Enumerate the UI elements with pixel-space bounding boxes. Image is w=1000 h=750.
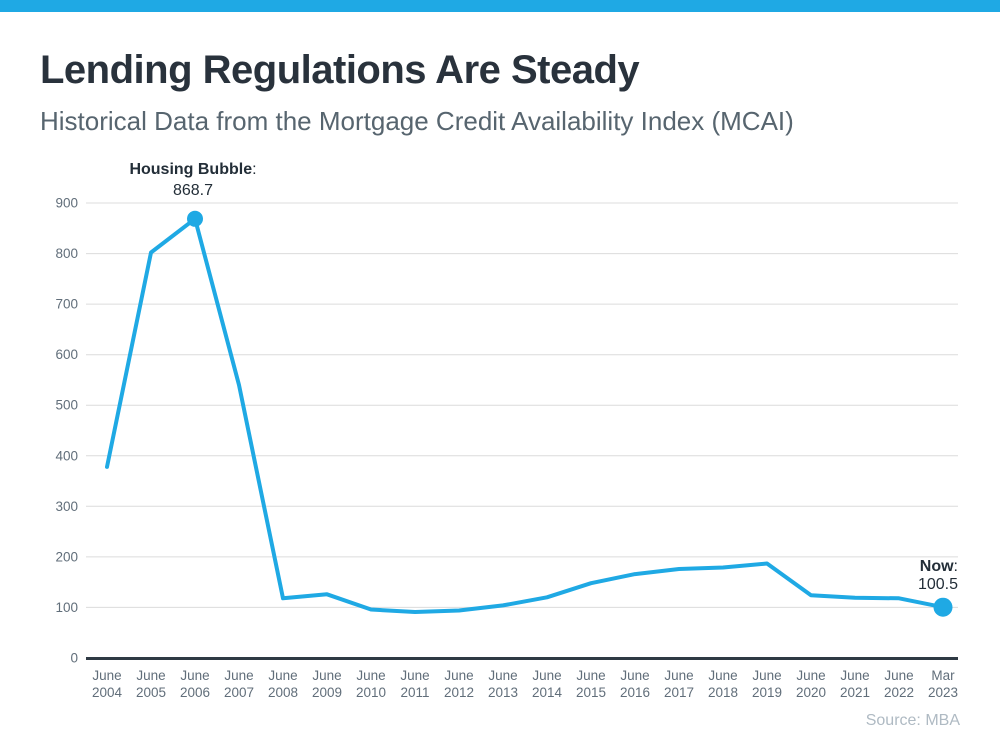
now-annotation: Now: 100.5 — [918, 558, 958, 594]
y-tick-label-0: 0 — [70, 651, 78, 666]
source-attribution: Source: MBA — [865, 712, 960, 729]
now-annotation-value: 100.5 — [917, 576, 958, 593]
peak-annotation-label: Housing Bubble — [129, 161, 253, 178]
x-tick-label-2019: June 2019 — [752, 668, 782, 700]
x-tick-label-2017: June 2017 — [664, 668, 694, 700]
x-tick-label-2008: June 2008 — [268, 668, 298, 700]
peak-annotation-title: Housing Bubble: — [129, 161, 257, 178]
peak-annotation: Housing Bubble: 868.7 — [88, 159, 298, 201]
data-point-marker — [187, 210, 203, 227]
y-tick-label-300: 300 — [55, 499, 78, 514]
x-tick-label-2004: June 2004 — [92, 668, 123, 700]
x-tick-label-2012: June 2012 — [444, 668, 474, 700]
y-tick-label-600: 600 — [55, 347, 78, 362]
x-tick-label-2007: June 2007 — [224, 668, 254, 700]
y-tick-label-700: 700 — [55, 297, 78, 312]
x-tick-label-2014: June 2014 — [532, 668, 563, 700]
x-tick-label-2010: June 2010 — [356, 668, 386, 700]
y-tick-label-400: 400 — [55, 448, 78, 463]
y-tick-label-200: 200 — [55, 549, 78, 564]
x-tick-label-2016: June 2016 — [620, 668, 650, 700]
x-tick-label-2011: June 2011 — [400, 668, 429, 700]
y-tick-label-900: 900 — [55, 196, 78, 211]
peak-annotation-value: 868.7 — [172, 182, 214, 199]
x-tick-label-2009: June 2009 — [312, 668, 342, 700]
x-tick-label-2021: June 2021 — [840, 668, 870, 700]
chart-title: Lending Regulations Are Steady — [40, 48, 640, 92]
y-tick-label-100: 100 — [55, 600, 78, 615]
now-annotation-label: Now — [919, 558, 954, 575]
chart-subtitle: Historical Data from the Mortgage Credit… — [40, 106, 794, 136]
data-point-marker — [933, 597, 953, 617]
top-accent-bar — [0, 0, 1000, 12]
x-tick-label-2020: June 2020 — [796, 668, 826, 700]
x-tick-label-2005: June 2005 — [136, 668, 166, 700]
mcai-data-line — [105, 216, 945, 614]
x-tick-label-2023: Mar 2023 — [928, 668, 958, 700]
x-tick-label-2006: June 2006 — [180, 668, 210, 700]
x-tick-label-2018: June 2018 — [708, 668, 738, 700]
now-annotation-title: Now: — [919, 558, 958, 575]
x-tick-label-2013: June 2013 — [488, 668, 518, 700]
x-tick-label-2022: June 2022 — [884, 668, 914, 700]
y-tick-label-500: 500 — [55, 398, 78, 413]
y-tick-label-800: 800 — [55, 246, 78, 261]
x-tick-label-2015: June 2015 — [576, 668, 606, 700]
